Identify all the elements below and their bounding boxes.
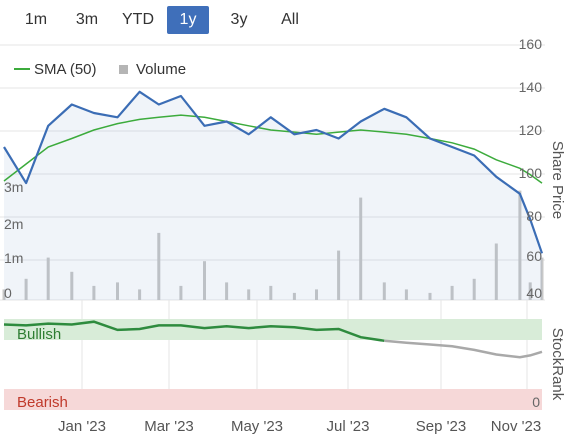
tab-1m[interactable]: 1m <box>24 11 48 28</box>
volume-bar <box>540 257 544 300</box>
bearish-band <box>4 389 542 410</box>
y-tick-140: 140 <box>519 79 543 95</box>
stockrank-axis-label: StockRank <box>549 328 566 401</box>
range-tab-bar: 1m 3m YTD 1y 3y All <box>0 0 578 40</box>
stockrank-line-recent <box>384 339 543 359</box>
volume-tick-1m: 1m <box>4 250 23 266</box>
tab-all[interactable]: All <box>281 11 299 28</box>
volume-bar <box>179 285 183 300</box>
price-line <box>3 90 544 254</box>
bearish-label: Bearish <box>17 394 68 411</box>
volume-bar <box>450 285 454 300</box>
volume-bar <box>247 289 251 300</box>
x-tick-nov: Nov '23 <box>491 418 541 435</box>
volume-tick-3m: 3m <box>4 179 23 195</box>
y-tick-160: 160 <box>519 36 543 52</box>
tab-ytd[interactable]: YTD <box>122 11 154 28</box>
y-tick-40: 40 <box>526 285 542 301</box>
volume-bar <box>157 232 161 300</box>
volume-bar <box>138 289 142 300</box>
volume-bar <box>472 278 476 300</box>
sma-legend-label: SMA (50) <box>34 61 97 78</box>
volume-bar <box>203 261 206 300</box>
y-tick-100: 100 <box>519 165 543 181</box>
volume-bar <box>70 271 74 300</box>
volume-bar <box>46 257 50 300</box>
volume-bar <box>494 243 498 300</box>
price-gridlines <box>0 44 545 301</box>
stockrank-tick-0: 0 <box>532 394 540 410</box>
volume-bar <box>24 278 28 300</box>
bullish-band <box>4 319 542 340</box>
sma-line <box>3 114 543 184</box>
volume-bar <box>92 285 96 300</box>
volume-bar <box>337 250 341 300</box>
volume-bar <box>428 292 432 300</box>
tab-1y[interactable]: 1y <box>167 6 209 34</box>
bullish-label: Bullish <box>17 326 61 343</box>
x-tick-mar: Mar '23 <box>144 418 194 435</box>
tab-3y[interactable]: 3y <box>230 11 248 28</box>
volume-bar <box>528 282 532 300</box>
tab-3m[interactable]: 3m <box>75 11 99 28</box>
volume-bar <box>404 289 408 300</box>
price-area <box>4 91 542 300</box>
volume-legend-swatch <box>119 65 128 74</box>
volume-bar <box>2 289 6 300</box>
volume-bar <box>382 282 386 300</box>
y-tick-60: 60 <box>526 248 542 264</box>
volume-tick-0: 0 <box>4 285 12 301</box>
x-tick-jan: Jan '23 <box>58 418 106 435</box>
y-tick-120: 120 <box>519 122 543 138</box>
volume-legend-label: Volume <box>136 61 186 78</box>
volume-tick-2m: 2m <box>4 216 23 232</box>
volume-bars <box>2 190 544 300</box>
volume-bar <box>269 285 273 300</box>
x-tick-may: May '23 <box>231 418 283 435</box>
share-price-axis-label: Share Price <box>549 141 566 219</box>
volume-bar <box>225 282 229 300</box>
volume-bar <box>315 289 318 300</box>
volume-bar <box>116 282 119 300</box>
y-tick-80: 80 <box>526 208 542 224</box>
volume-bar <box>292 292 296 300</box>
volume-bar <box>518 190 522 300</box>
x-tick-sep: Sep '23 <box>416 418 466 435</box>
stockrank-line <box>3 320 385 343</box>
volume-bar <box>359 197 363 300</box>
x-tick-jul: Jul '23 <box>327 418 370 435</box>
